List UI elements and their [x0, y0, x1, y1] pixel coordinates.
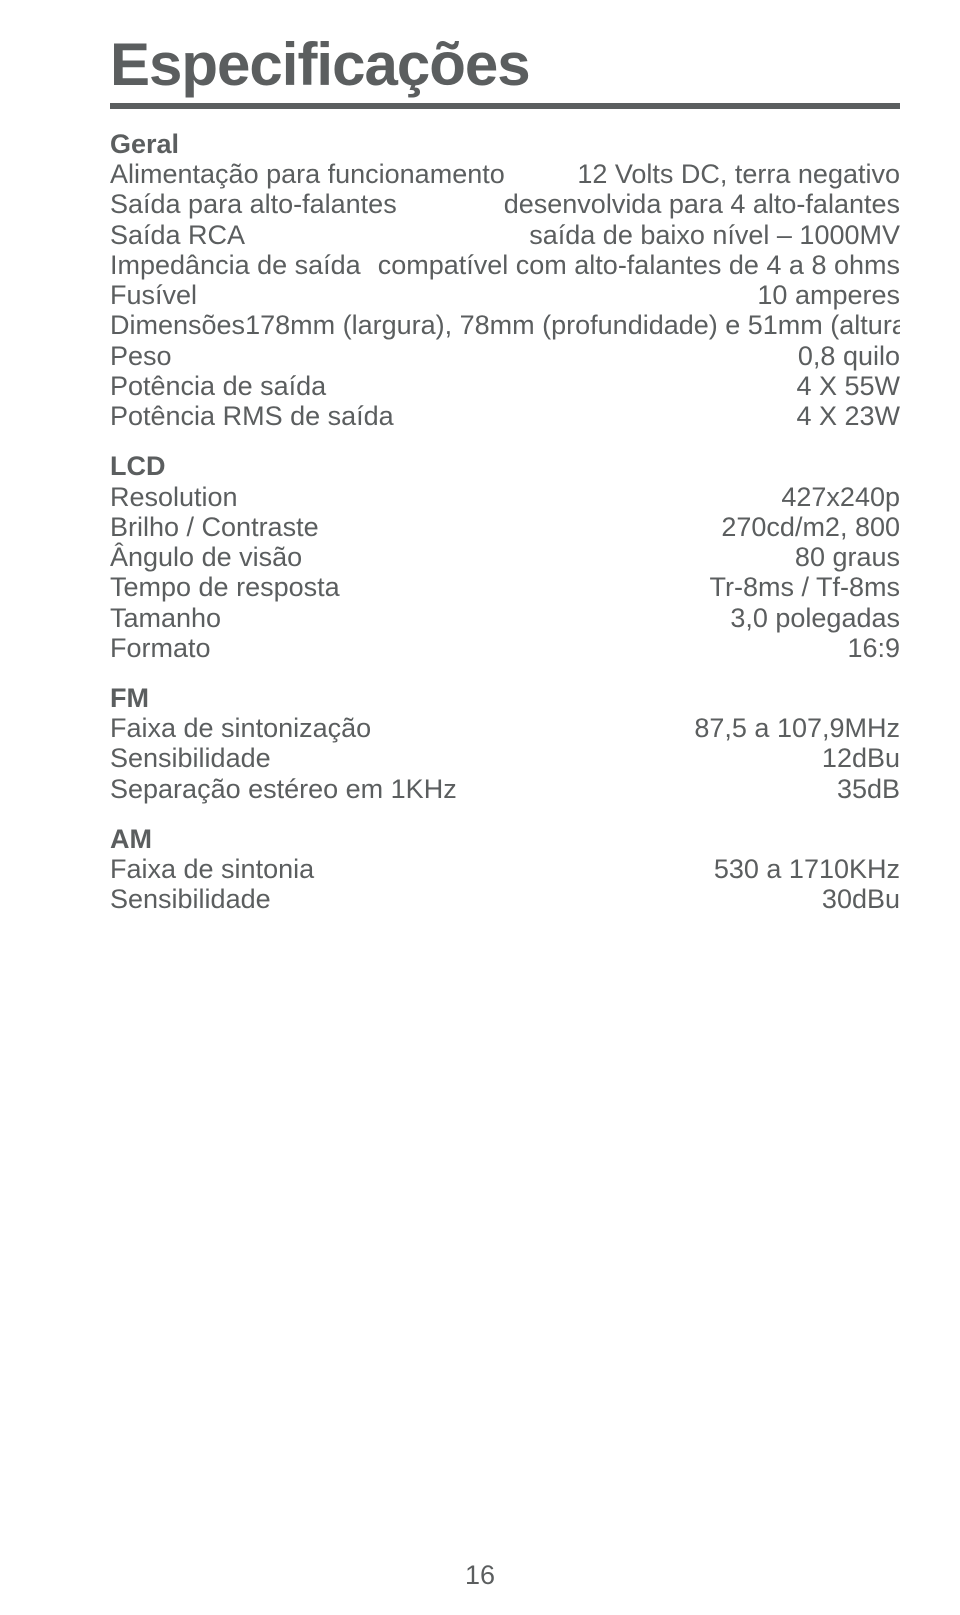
- spec-value: 12dBu: [822, 743, 900, 773]
- spec-label: Sensibilidade: [110, 884, 271, 914]
- spec-value: 270cd/m2, 800: [721, 512, 900, 542]
- spec-row: Faixa de sintonia 530 a 1710KHz: [110, 854, 900, 884]
- spec-value: desenvolvida para 4 alto-falantes: [504, 189, 900, 219]
- spec-value: 0,8 quilo: [798, 341, 900, 371]
- spec-label: Potência RMS de saída: [110, 401, 394, 431]
- spec-label: Formato: [110, 633, 211, 663]
- spec-value: 4 X 55W: [796, 371, 900, 401]
- section-heading: Geral: [110, 129, 900, 159]
- spec-label: Faixa de sintonia: [110, 854, 314, 884]
- spec-value: 3,0 polegadas: [730, 603, 900, 633]
- spec-label: Tamanho: [110, 603, 221, 633]
- spec-row: Separação estéreo em 1KHz 35dB: [110, 774, 900, 804]
- spec-row: Ângulo de visão 80 graus: [110, 542, 900, 572]
- page-title: Especificações: [110, 30, 900, 99]
- page-number: 16: [0, 1560, 960, 1591]
- spec-value: Tr-8ms / Tf-8ms: [710, 572, 901, 602]
- spec-label: Brilho / Contraste: [110, 512, 319, 542]
- section-heading: FM: [110, 683, 900, 713]
- spec-row: Potência de saída 4 X 55W: [110, 371, 900, 401]
- section: AMFaixa de sintonia530 a 1710KHzSensibil…: [110, 824, 900, 915]
- spec-row: Saída RCA saída de baixo nível – 1000MV: [110, 220, 900, 250]
- spec-value: 530 a 1710KHz: [714, 854, 900, 884]
- spec-label: Faixa de sintonização: [110, 713, 371, 743]
- section: LCDResolution 427x240p Brilho / Contraste 2…: [110, 451, 900, 663]
- spec-label: Resolution: [110, 482, 238, 512]
- spec-row: Peso 0,8 quilo: [110, 341, 900, 371]
- spec-row: Fusível 10 amperes: [110, 280, 900, 310]
- spec-row: Sensibilidade 12dBu: [110, 743, 900, 773]
- spec-label: Tempo de resposta: [110, 572, 340, 602]
- spec-label: Potência de saída: [110, 371, 326, 401]
- spec-label: Fusível: [110, 280, 197, 310]
- spec-value: 12 Volts DC, terra negativo: [577, 159, 900, 189]
- spec-value: 16:9: [847, 633, 900, 663]
- spec-value: 427x240p: [781, 482, 900, 512]
- spec-row: Tempo de resposta Tr-8ms / Tf-8ms: [110, 572, 900, 602]
- spec-value: 10 amperes: [757, 280, 900, 310]
- section-heading: AM: [110, 824, 900, 854]
- section-heading: LCD: [110, 451, 900, 481]
- spec-label: Ângulo de visão: [110, 542, 302, 572]
- content: GeralAlimentação para funcionamento 12 Vo…: [110, 129, 900, 915]
- spec-row: Potência RMS de saída 4 X 23W: [110, 401, 900, 431]
- spec-row: Sensibilidade 30dBu: [110, 884, 900, 914]
- spec-value: 30dBu: [822, 884, 900, 914]
- title-rule: [110, 103, 900, 109]
- spec-value: 178mm (largura), 78mm (profundidade) e 5…: [245, 310, 900, 340]
- spec-value: 87,5 a 107,9MHz: [694, 713, 900, 743]
- spec-row: Impedância de saída compatível com alto-f…: [110, 250, 900, 280]
- page: Especificações GeralAlimentação para fun…: [0, 0, 960, 1615]
- spec-row: Formato 16:9: [110, 633, 900, 663]
- spec-row: Resolution 427x240p: [110, 482, 900, 512]
- spec-value: 80 graus: [795, 542, 900, 572]
- spec-value: compatível com alto-falantes de 4 a 8 oh…: [378, 250, 900, 280]
- spec-row: Tamanho 3,0 polegadas: [110, 603, 900, 633]
- spec-row: Alimentação para funcionamento 12 Volts D…: [110, 159, 900, 189]
- spec-value: 35dB: [837, 774, 900, 804]
- spec-label: Saída RCA: [110, 220, 245, 250]
- section: FMFaixa de sintonização87,5 a 107,9MHzSe…: [110, 683, 900, 804]
- spec-value: 4 X 23W: [796, 401, 900, 431]
- section: GeralAlimentação para funcionamento 12 Vo…: [110, 129, 900, 431]
- spec-label: Peso: [110, 341, 172, 371]
- spec-label: Saída para alto-falantes: [110, 189, 397, 219]
- spec-row: Dimensões178mm (largura), 78mm (profundi…: [110, 310, 900, 340]
- spec-row: Saída para alto-falantes desenvolvida par…: [110, 189, 900, 219]
- spec-label: Alimentação para funcionamento: [110, 159, 505, 189]
- spec-label: Sensibilidade: [110, 743, 271, 773]
- spec-label: Separação estéreo em 1KHz: [110, 774, 457, 804]
- spec-row: Brilho / Contraste 270cd/m2, 800: [110, 512, 900, 542]
- spec-value: saída de baixo nível – 1000MV: [529, 220, 900, 250]
- spec-label: Dimensões: [110, 310, 245, 340]
- spec-row: Faixa de sintonização 87,5 a 107,9MHz: [110, 713, 900, 743]
- spec-label: Impedância de saída: [110, 250, 361, 280]
